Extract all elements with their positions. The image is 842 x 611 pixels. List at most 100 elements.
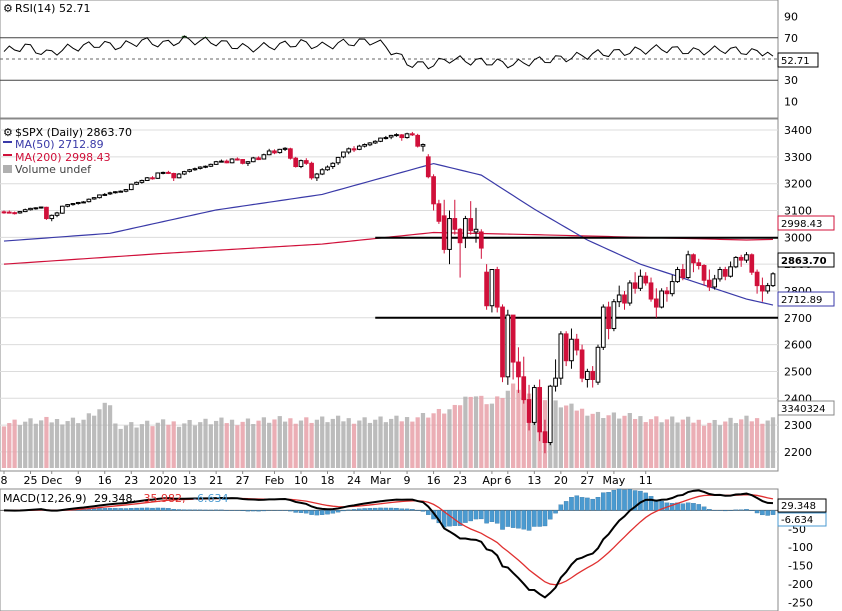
histogram-bar xyxy=(298,510,304,513)
ma200-tag: 2998.43 xyxy=(777,215,835,231)
candle-body xyxy=(293,157,299,168)
volume-bar xyxy=(129,422,134,468)
volume-bar xyxy=(410,421,415,468)
volume-bar xyxy=(261,417,266,468)
candle-body xyxy=(717,269,723,280)
histogram-bar xyxy=(590,498,595,511)
price-tag-box xyxy=(777,252,835,268)
x-tick-label: 13 xyxy=(183,474,197,487)
candle-body xyxy=(176,173,182,179)
candle-body xyxy=(208,163,214,167)
histogram-bar xyxy=(250,510,256,512)
candle-body xyxy=(431,176,436,205)
volume-bar xyxy=(680,419,685,468)
volume-bar xyxy=(251,424,256,468)
signal-value: 35.982 xyxy=(144,492,183,505)
candle-body xyxy=(335,156,341,164)
histogram-bar xyxy=(579,497,585,511)
candle-body xyxy=(224,160,230,164)
candle-body xyxy=(383,137,389,140)
candle-body xyxy=(261,154,267,160)
histogram-bar xyxy=(585,497,590,511)
candle-body xyxy=(669,281,675,295)
histogram-bar xyxy=(426,510,431,515)
candle-body xyxy=(128,183,134,191)
price-tag: 2863.70 xyxy=(777,252,835,268)
volume-bar xyxy=(744,415,749,468)
volume-bar xyxy=(171,421,176,468)
candle-body xyxy=(733,256,739,268)
macd-tag-box xyxy=(777,498,827,513)
histogram-bar xyxy=(341,510,346,512)
volume-bar xyxy=(770,417,776,468)
volume-bar xyxy=(330,418,335,468)
candle-body xyxy=(234,158,240,161)
price-tick-label: 3100 xyxy=(784,205,812,218)
candle-body xyxy=(59,205,65,214)
volume-bar xyxy=(511,383,516,468)
histogram-bar xyxy=(696,504,702,511)
histogram-bar xyxy=(744,509,749,511)
candle-body xyxy=(250,157,256,163)
macd-y-axis: -50-100-150-200-250 xyxy=(788,523,813,610)
macd-histogram xyxy=(7,488,776,531)
volume-bar xyxy=(346,418,351,468)
candle-body xyxy=(192,168,198,171)
volume-bar xyxy=(500,397,505,468)
candle-body xyxy=(91,197,97,200)
volume-bar xyxy=(505,390,510,468)
volume-swatch xyxy=(3,165,12,173)
candle-body xyxy=(494,269,500,308)
candle-body xyxy=(107,192,113,195)
rsi-tick-label: 10 xyxy=(784,95,798,108)
volume-bar xyxy=(304,417,309,468)
gear-icon[interactable]: ⚙ xyxy=(3,2,13,15)
macd-tick-label: -200 xyxy=(788,578,813,591)
candle-body xyxy=(542,431,548,444)
histogram-bar xyxy=(489,510,495,522)
candle-body xyxy=(372,140,378,144)
gear-icon[interactable]: ⚙ xyxy=(3,126,13,139)
volume-bar xyxy=(145,420,150,468)
candle-body xyxy=(70,203,76,206)
candle-body xyxy=(49,214,55,220)
volume-bar xyxy=(309,422,314,468)
candle-body xyxy=(314,173,320,179)
histogram-bar xyxy=(659,501,664,511)
volume-bar xyxy=(558,407,563,468)
candle-body xyxy=(219,160,224,163)
volume-bar xyxy=(367,422,373,468)
signal-line xyxy=(3,494,774,586)
histogram-bar xyxy=(372,507,378,511)
volume-bar xyxy=(436,408,442,468)
x-tick-label: 27 xyxy=(580,474,594,487)
histogram-bar xyxy=(362,508,367,511)
histogram-bar xyxy=(144,507,150,511)
candle-body xyxy=(240,159,246,164)
histogram-bar xyxy=(256,510,261,512)
candle-body xyxy=(17,211,23,214)
ma50-tag-text: 2712.89 xyxy=(781,295,822,306)
candle-body xyxy=(123,189,129,192)
candle-body xyxy=(213,161,219,165)
candle-body xyxy=(765,285,771,292)
volume-bar xyxy=(484,404,489,468)
volume-bar xyxy=(214,420,219,468)
volume-bar xyxy=(765,420,770,468)
x-tick-label: 10 xyxy=(294,474,308,487)
histogram-bar xyxy=(155,507,161,511)
histogram-bar xyxy=(139,507,145,511)
volume-bar xyxy=(532,391,537,468)
rsi-panel: 9070503010 ⚙ RSI(14) 52.71 52.71 xyxy=(0,0,819,119)
histogram-bar xyxy=(648,496,654,511)
volume-bar xyxy=(113,423,118,468)
volume-bar xyxy=(102,402,107,468)
histogram-bar xyxy=(447,510,452,527)
rsi-label: RSI(14) 52.71 xyxy=(15,2,90,15)
volume-bar xyxy=(526,393,532,468)
volume-bar xyxy=(468,396,473,468)
candle-body xyxy=(468,218,474,232)
macd-header: MACD(12,26,9) 29.348, 35.982, -6.634 xyxy=(3,492,229,505)
volume-bar xyxy=(325,422,330,468)
candle-body xyxy=(537,387,543,433)
